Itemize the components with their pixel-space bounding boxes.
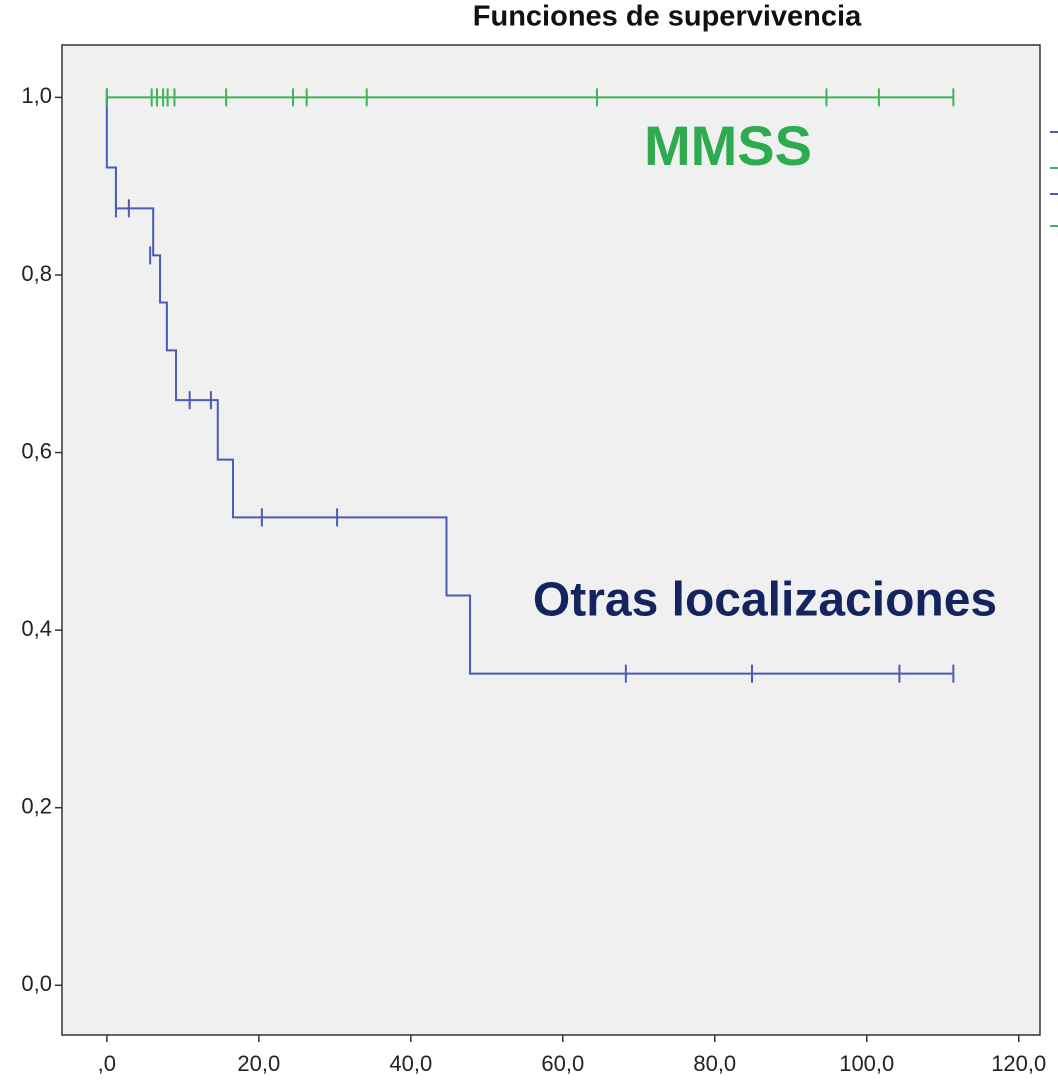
legend-fragment	[1050, 131, 1058, 227]
y-tick-label: 0,0	[21, 971, 52, 996]
plot-area	[61, 44, 1041, 1036]
y-tick-label: 0,4	[21, 616, 52, 641]
x-tick-label: 60,0	[541, 1051, 584, 1076]
y-tick-label: 0,2	[21, 794, 52, 819]
x-tick-label: 20,0	[237, 1051, 280, 1076]
annotation: Otras localizaciones	[533, 574, 997, 627]
x-tick-label: ,0	[98, 1051, 116, 1076]
y-tick-label: 1,0	[21, 83, 52, 108]
annotation: MMSS	[644, 114, 812, 177]
chart-title: Funciones de supervivencia	[473, 1, 862, 33]
y-tick-label: 0,8	[21, 261, 52, 286]
x-tick-label: 80,0	[693, 1051, 736, 1076]
y-tick-label: 0,6	[21, 438, 52, 463]
x-tick-label: 40,0	[389, 1051, 432, 1076]
x-tick-label: 100,0	[839, 1051, 894, 1076]
x-tick-label: 120,0	[991, 1051, 1046, 1076]
